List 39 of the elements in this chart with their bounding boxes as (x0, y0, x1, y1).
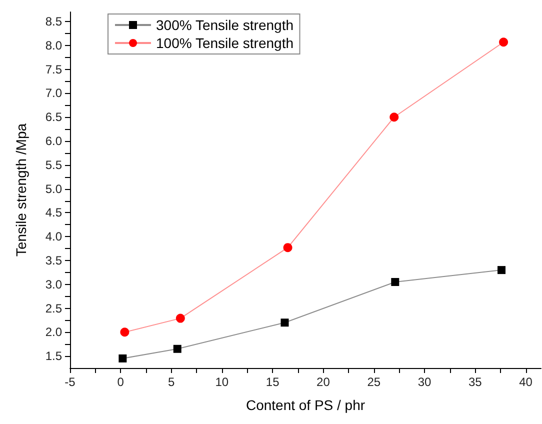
point (497, 266, 506, 274)
point (280, 318, 289, 327)
point (120, 328, 130, 337)
x-axis-title: Content of PS / phr (246, 397, 366, 413)
y-tick-label: 4.0 (45, 230, 62, 244)
legend-label: 100% Tensile strength (156, 35, 294, 51)
y-tick-label: 3.0 (45, 277, 62, 292)
y-tick-label: 7.5 (45, 62, 62, 76)
y-tick-label: 6.0 (45, 134, 62, 148)
y-tick-label: 5.0 (45, 182, 62, 196)
y-tick-label: 8.5 (45, 14, 62, 29)
y-tick-label: 2.0 (45, 325, 62, 340)
y-tick-label: 5.5 (45, 158, 62, 172)
point (118, 354, 127, 362)
x-tick-label: 20 (316, 375, 330, 389)
x-tick-label: 5 (168, 375, 175, 389)
y-tick-label: 3.5 (45, 253, 62, 268)
y-axis-title: Tensile strength /Mpa (13, 123, 29, 257)
x-tick-label: -5 (64, 375, 76, 389)
x-tick-label: 40 (519, 375, 533, 389)
point (173, 344, 182, 353)
y-tick-label: 6.5 (45, 110, 62, 124)
point (283, 243, 292, 252)
x-tick-label: 25 (367, 375, 381, 389)
point (390, 112, 399, 122)
legend-label: 300% Tensile strength (156, 17, 294, 33)
y-tick-label: 2.5 (45, 301, 62, 316)
x-tick-label: 35 (468, 375, 482, 389)
x-tick-label: 30 (418, 375, 432, 389)
point (499, 38, 508, 47)
point (391, 278, 400, 286)
y-tick-label: 7.0 (45, 86, 62, 100)
point (176, 314, 185, 323)
y-tick-label: 8.0 (45, 38, 62, 52)
x-tick-label: 15 (266, 375, 280, 389)
y-tick-label: 4.5 (45, 206, 62, 220)
y-tick-label: 1.5 (45, 349, 62, 364)
x-tick-label: 10 (215, 375, 229, 389)
x-tick-label: 0 (117, 375, 124, 389)
